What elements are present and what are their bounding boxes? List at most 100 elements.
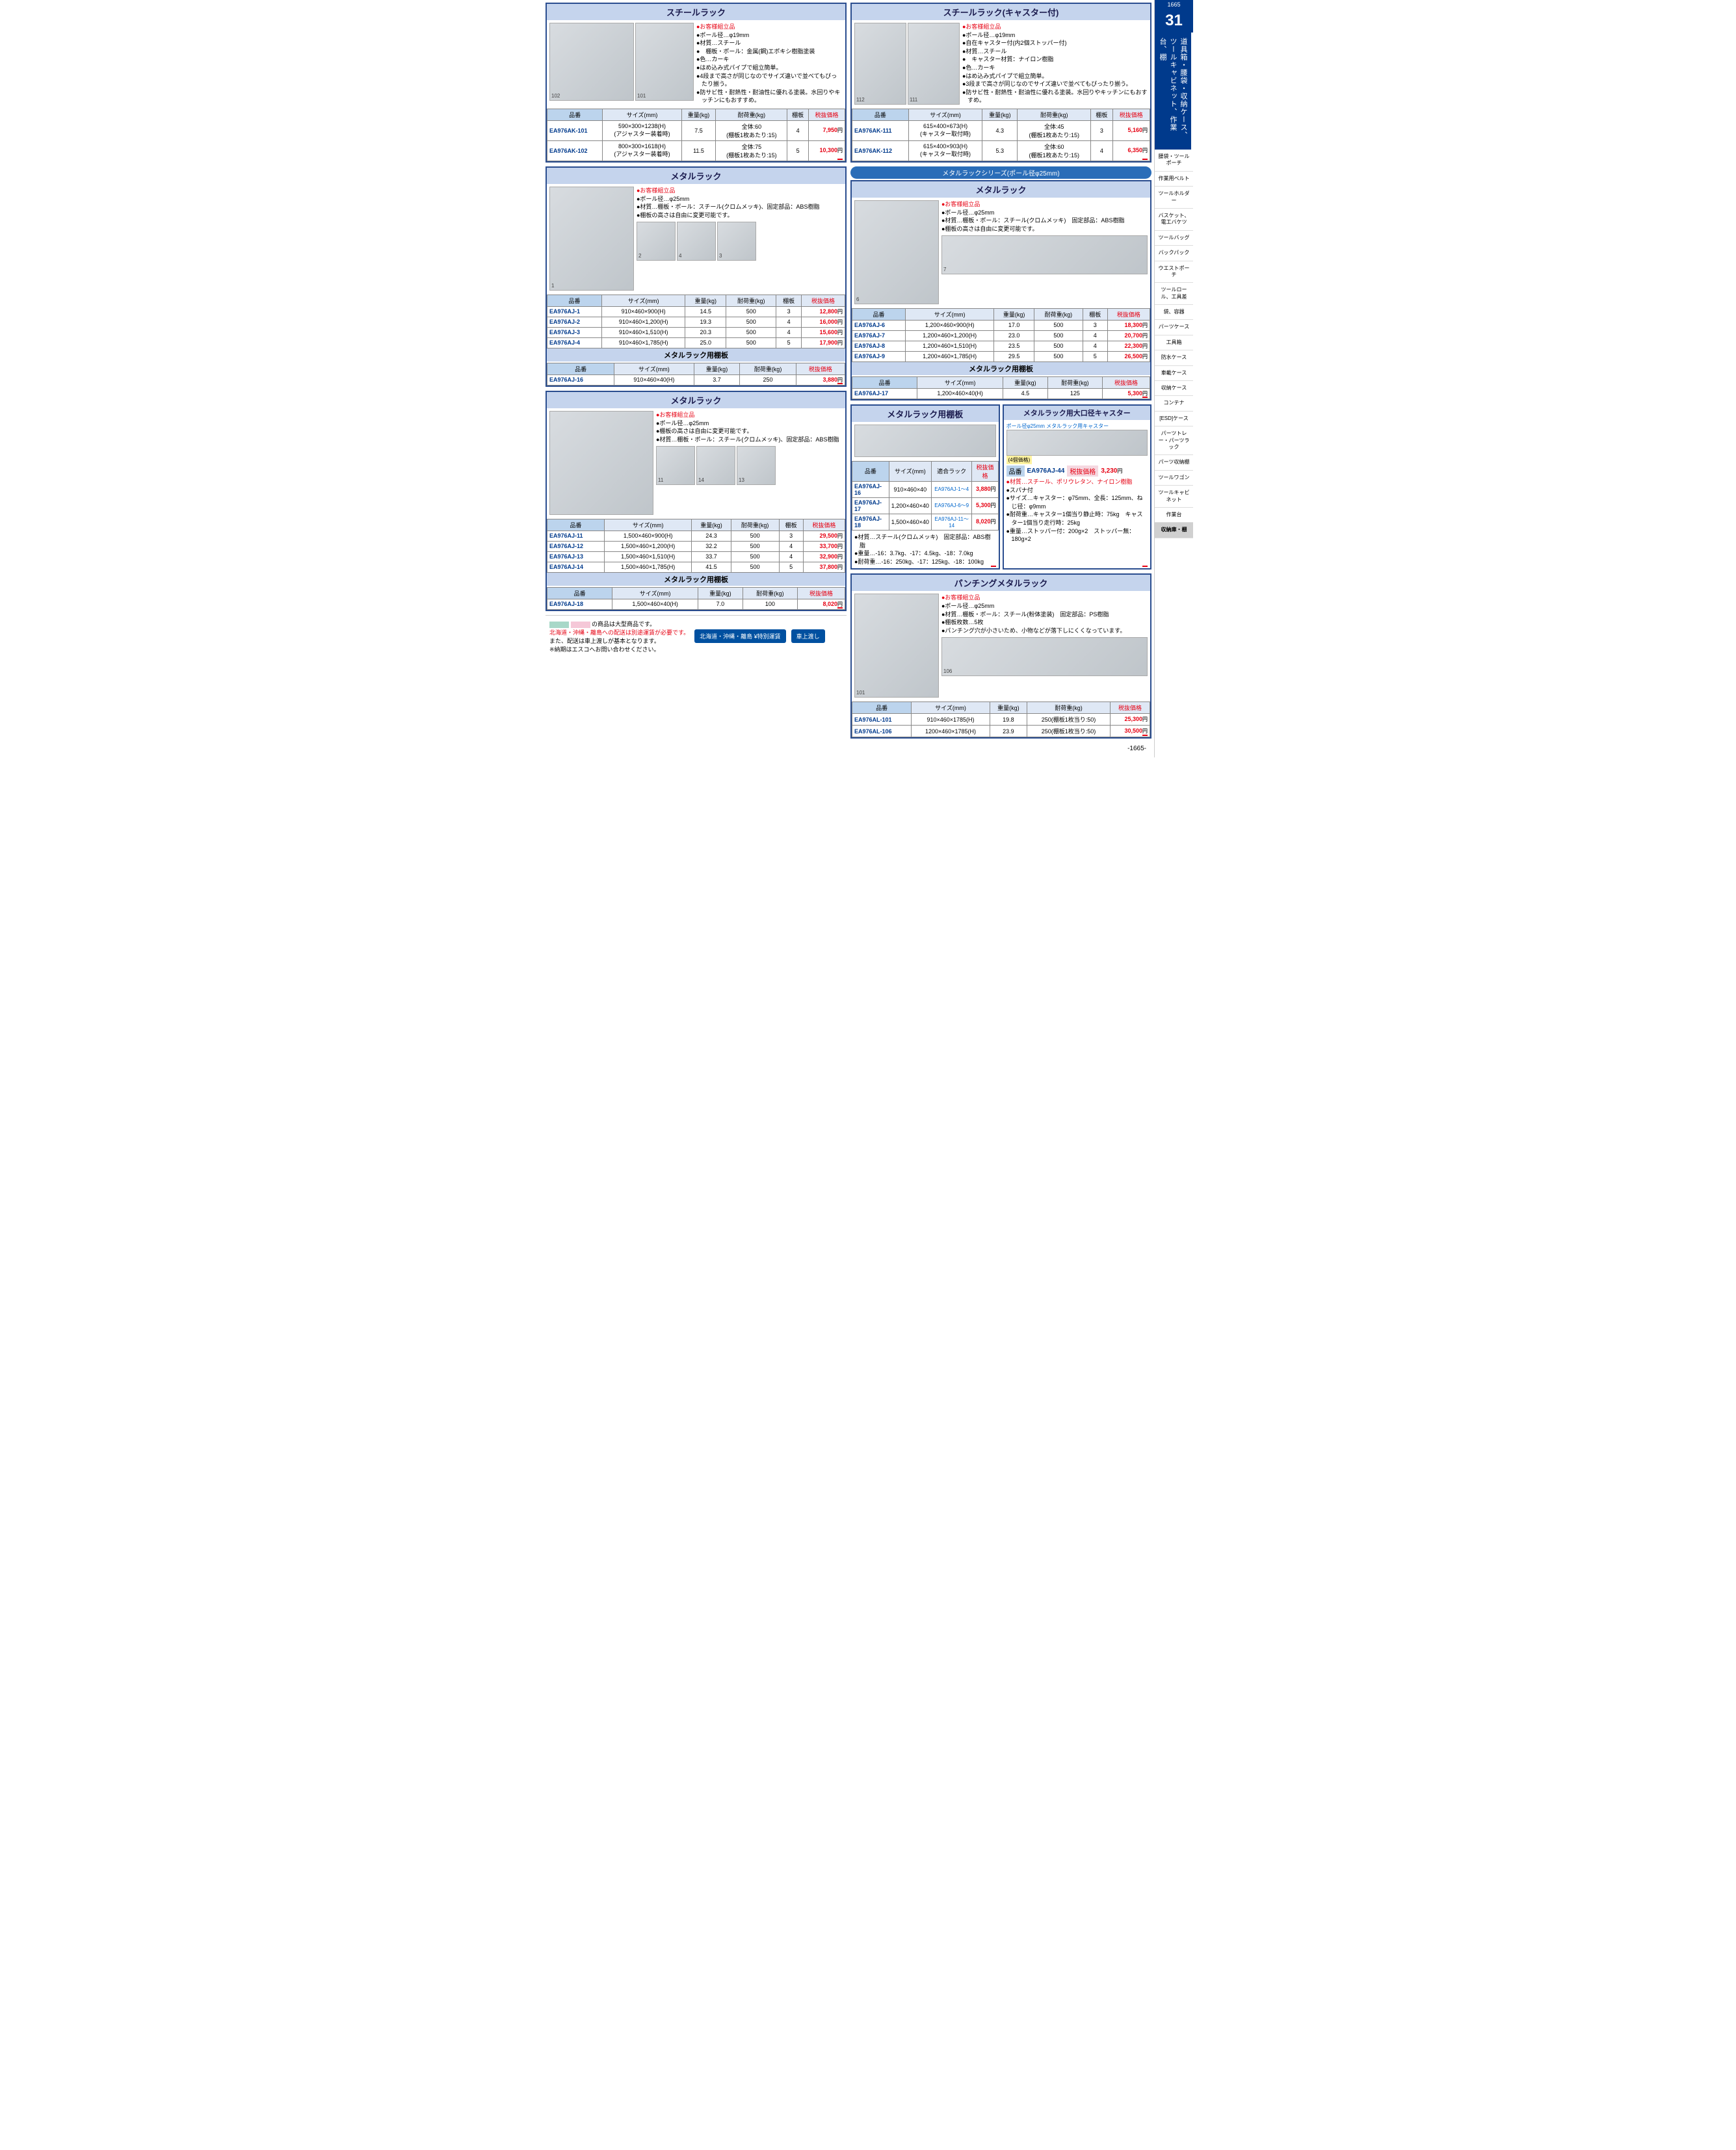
section-nav-list: 腰袋・ツールポーチ作業用ベルトツールホルダーバスケット、電工バケツツールバッグバ… [1155, 150, 1193, 538]
col-header: 棚板 [776, 295, 802, 306]
table-cell: 7,950 [808, 120, 845, 140]
spec-item: ●スパナ付 [1006, 486, 1148, 495]
col-header: 棚板 [787, 109, 809, 120]
table-cell: 33.7 [692, 551, 731, 562]
nav-section-item[interactable]: パーツケース [1155, 320, 1193, 335]
table-cell: 11.5 [681, 140, 716, 161]
col-header: 耐荷重(kg) [1027, 702, 1111, 714]
nav-section-item[interactable]: ツールワゴン [1155, 471, 1193, 486]
nav-section-item[interactable]: ツールロール、工具差 [1155, 283, 1193, 305]
table-cell: 500 [731, 541, 779, 551]
title: メタルラック [547, 392, 845, 408]
product-table: 品番サイズ(mm)重量(kg)耐荷重(kg)税抜価格EA976AL-101910… [852, 701, 1150, 737]
nav-section-item[interactable]: 袋、容器 [1155, 305, 1193, 320]
spec-item: ●棚板の高さは自由に変更可能です。 [941, 225, 1148, 233]
nav-section-item[interactable]: ツールキャビネット [1155, 486, 1193, 508]
table-cell: 7.0 [698, 599, 743, 609]
spec-item: ●材質…棚板・ポール：スチール(クロムメッキ)、固定部品：ABS樹脂 [637, 203, 843, 211]
col-header: サイズ(mm) [601, 295, 685, 306]
table-cell: EA976AK-101 [547, 120, 603, 140]
table-cell: 5 [787, 140, 809, 161]
nav-section-item[interactable]: バックパック [1155, 246, 1193, 261]
table-cell: EA976AJ-11 [547, 531, 605, 541]
nav-section-item[interactable]: 工具箱 [1155, 335, 1193, 350]
nav-section-item[interactable]: コンテナ [1155, 396, 1193, 411]
table-cell: 5 [776, 337, 802, 348]
table-cell: EA976AJ-16 [547, 374, 614, 385]
spec-item: ●お客様組立品 [962, 23, 1148, 31]
col-header: 耐荷重(kg) [1034, 308, 1083, 320]
spec-item: ●重量…-16：3.7kg、-17：4.5kg、-18：7.0kg [854, 549, 996, 558]
nav-section-item[interactable]: 防水ケース [1155, 350, 1193, 365]
table-cell: 22,300 [1107, 341, 1150, 351]
product-image: 112 [854, 23, 906, 105]
table-cell: EA976AJ-17 [852, 388, 917, 399]
spec-item: ●ポール径…φ25mm [941, 602, 1148, 610]
nav-section-item[interactable]: パーツトレー・パーツラック [1155, 426, 1193, 455]
title: メタルラック用棚板 [852, 406, 999, 422]
block-metal-rack-b: メタルラック 6 ●お客様組立品●ポール径…φ25mm●材質…棚板・ポール：スチ… [850, 180, 1151, 400]
col-header: 税抜価格 [803, 519, 845, 531]
col-header: 重量(kg) [692, 519, 731, 531]
table-cell: EA976AJ-13 [547, 551, 605, 562]
qty-note: (4個価格) [1006, 456, 1032, 464]
spec-item: ●お客様組立品 [941, 200, 1148, 209]
title: パンチングメタルラック [852, 575, 1150, 591]
product-image: 106 [941, 637, 1148, 676]
col-header: 品番 [547, 519, 605, 531]
product-image: 3 [717, 222, 756, 261]
table-cell: 250(棚板1枚当り:50) [1027, 726, 1111, 737]
table-cell: 800×300×1618(H)(アジャスター装着時) [603, 140, 681, 161]
spec-item: ●お客様組立品 [696, 23, 843, 31]
table-cell: 1,200×460×1,785(H) [905, 351, 994, 361]
nav-section-item[interactable]: 作業台 [1155, 508, 1193, 523]
chapter-nav-sidebar: 1665 31 道具箱・腰袋・収納ケース、ツールキャビネット、作業台、棚 腰袋・… [1154, 0, 1193, 757]
nav-section-item[interactable]: バスケット、電工バケツ [1155, 209, 1193, 231]
table-cell: EA976AJ-1～4 [931, 481, 972, 497]
table-cell: EA976AL-101 [852, 714, 912, 726]
col-header: 品番 [852, 308, 906, 320]
block-punching-rack: パンチングメタルラック 101 ●お客様組立品●ポール径…φ25mm●材質…棚板… [850, 573, 1151, 739]
table-cell: 19.3 [685, 317, 726, 327]
brand-logo [1142, 566, 1148, 567]
nav-section-item[interactable]: 作業用ベルト [1155, 172, 1193, 187]
table-cell: 1,200×460×900(H) [905, 320, 994, 330]
spec-list: ●お客様組立品●ポール径…φ25mm●材質…棚板・ポール：スチール(粉体塗装) … [941, 594, 1148, 635]
table-cell: 910×460×1,785(H) [601, 337, 685, 348]
nav-section-item[interactable]: パーツ収納棚 [1155, 455, 1193, 470]
nav-section-item[interactable]: 収納庫・棚 [1155, 523, 1193, 538]
table-cell: 100 [743, 599, 797, 609]
nav-section-item[interactable]: 腰袋・ツールポーチ [1155, 150, 1193, 172]
block-caster: メタルラック用大口径キャスター ポール径φ25mm メタルラック用キャスター (… [1003, 404, 1152, 570]
subtitle: メタルラック用棚板 [852, 362, 1150, 375]
spec-item: ●耐荷重…キャスター1個当り静止時：75kg キャスター1個当り走行時：25kg [1006, 510, 1148, 527]
nav-section-item[interactable]: 収納ケース [1155, 381, 1193, 396]
col-header: サイズ(mm) [917, 376, 1003, 388]
spec-list: ●お客様組立品●ポール径…φ25mm●材質…棚板・ポール：スチール(クロムメッキ… [941, 200, 1148, 233]
spec-item: ●材質…スチール、ポリウレタン、ナイロン樹脂 [1006, 478, 1148, 486]
table-cell: 3,880 [972, 481, 998, 497]
nav-section-item[interactable]: 車載ケース [1155, 366, 1193, 381]
spec-item: ●色…カーキ [696, 55, 843, 64]
table-cell: 7.5 [681, 120, 716, 140]
table-cell: 4 [779, 541, 803, 551]
nav-section-item[interactable]: ツールバッグ [1155, 231, 1193, 246]
table-cell: 5.3 [982, 140, 1018, 161]
spec-item: ●防サビ性・耐熱性・耐油性に優れる塗装。水回りやキッチンにもおすすめ。 [696, 88, 843, 105]
nav-section-item[interactable]: [ESD]ケース [1155, 412, 1193, 426]
table-cell: EA976AJ-17 [852, 497, 889, 514]
col-header: サイズ(mm) [908, 109, 982, 120]
caster-note: ポール径φ25mm メタルラック用キャスター [1006, 423, 1148, 430]
spec-item: ●はめ込み式パイプで組立簡単。 [696, 64, 843, 72]
col-header: 税抜価格 [808, 109, 845, 120]
table-cell: 4 [779, 551, 803, 562]
spec-item: ●ポール径…φ25mm [637, 195, 843, 203]
nav-section-item[interactable]: ツールホルダー [1155, 187, 1193, 209]
table-cell: 500 [726, 337, 776, 348]
table-cell: 19.8 [990, 714, 1027, 726]
table-cell: 全体:60(棚板1枚あたり:15) [716, 120, 787, 140]
nav-section-item[interactable]: ウエストポーチ [1155, 261, 1193, 283]
table-cell: 500 [1034, 330, 1083, 341]
table-cell: EA976AJ-8 [852, 341, 906, 351]
table-cell: 4.3 [982, 120, 1018, 140]
